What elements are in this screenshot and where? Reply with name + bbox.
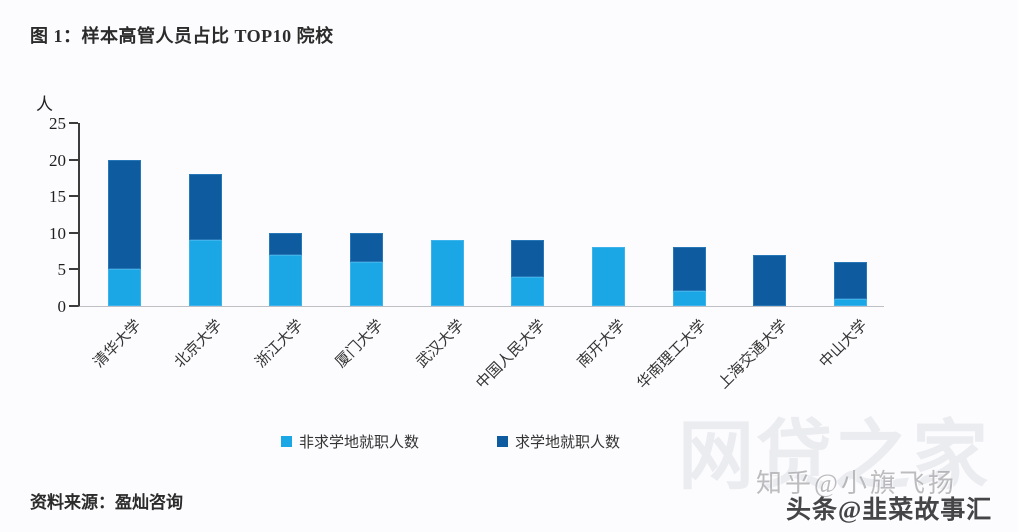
- bar-segment-non-study-location: [591, 247, 625, 306]
- bar-segment-study-location: [349, 232, 383, 263]
- bar-segment-study-location: [672, 247, 706, 292]
- data-source-note: 资料来源：盈灿咨询: [30, 493, 183, 512]
- legend-swatch-light-icon: [281, 436, 292, 447]
- bar-华南理工大学: [672, 247, 706, 306]
- bar-武汉大学: [430, 240, 464, 306]
- chart-legend: 非求学地就职人数 求学地就职人数: [281, 431, 620, 452]
- y-axis-tick-mark: [69, 158, 78, 161]
- legend-label-dark: 求学地就职人数: [515, 435, 621, 451]
- bar-segment-non-study-location: [511, 276, 545, 306]
- y-axis-tick-mark: [69, 305, 78, 307]
- bar-清华大学: [108, 159, 141, 306]
- bar-segment-non-study-location: [188, 240, 222, 306]
- legend-item-light-series: 非求学地就职人数: [281, 431, 419, 452]
- y-axis-unit-label: 人: [36, 95, 53, 114]
- bar-segment-study-location: [269, 232, 303, 255]
- bar-segment-study-location: [833, 262, 867, 299]
- bar-segment-non-study-location: [430, 240, 464, 306]
- x-axis-label-武汉大学: 武汉大学: [413, 317, 468, 372]
- plot-area: 0 5 10 15 20 25 清华大学 北京大学 浙江大学 厦门大学 武汉大学 中国人民大学 南开大学…: [49, 115, 884, 392]
- watermark-toutiao: 头条@韭菜故事汇: [786, 497, 993, 524]
- y-axis-tick-label: 20: [49, 150, 66, 170]
- bar-segment-non-study-location: [672, 291, 706, 306]
- y-axis-tick-label: 25: [49, 114, 66, 133]
- bar-segment-non-study-location: [108, 269, 141, 306]
- bar-segment-non-study-location: [833, 298, 867, 306]
- x-axis-label-中国人民大学: 中国人民大学: [473, 317, 549, 393]
- y-axis-tick-label: 0: [57, 297, 67, 316]
- x-axis-label-北京大学: 北京大学: [172, 317, 226, 372]
- bar-中山大学: [833, 262, 867, 306]
- x-axis-label-上海交通大学: 上海交通大学: [715, 317, 791, 393]
- x-axis-label-南开大学: 南开大学: [575, 317, 630, 372]
- figure-title: 图 1：样本高管人员占比 TOP10 院校: [30, 26, 334, 46]
- x-axis-label-中山大学: 中山大学: [817, 317, 872, 372]
- bar-浙江大学: [269, 232, 303, 306]
- bar-中国人民大学: [511, 240, 545, 306]
- bar-segment-study-location: [188, 174, 222, 241]
- y-axis-tick-mark: [69, 268, 78, 271]
- x-axis-label-清华大学: 清华大学: [91, 317, 146, 372]
- legend-swatch-dark-icon: [497, 436, 509, 447]
- watermark-wdzj: 网贷之家: [678, 415, 990, 499]
- y-axis-tick-label: 5: [57, 260, 67, 280]
- bar-上海交通大学: [753, 254, 787, 306]
- x-axis-label-浙江大学: 浙江大学: [252, 317, 307, 372]
- bar-厦门大学: [349, 232, 383, 306]
- bar-segment-non-study-location: [349, 262, 383, 306]
- bar-segment-study-location: [511, 240, 545, 277]
- legend-item-dark-series: 求学地就职人数: [497, 431, 620, 452]
- y-axis-tick-mark: [69, 231, 78, 234]
- y-axis-tick-label: 10: [49, 223, 66, 243]
- y-axis-tick-mark: [69, 122, 78, 124]
- y-axis-tick-mark: [69, 195, 78, 198]
- watermark-zhihu: 知乎@小旗飞扬: [756, 469, 957, 498]
- bar-北京大学: [188, 174, 222, 306]
- bar-segment-study-location: [753, 254, 787, 306]
- x-axis-label-华南理工大学: 华南理工大学: [634, 317, 710, 393]
- legend-label-light: 非求学地就职人数: [299, 435, 420, 451]
- x-axis-label-厦门大学: 厦门大学: [333, 317, 388, 372]
- bar-segment-non-study-location: [269, 254, 303, 306]
- y-axis-tick-label: 15: [49, 187, 66, 207]
- bar-segment-study-location: [108, 159, 141, 270]
- bar-南开大学: [591, 247, 625, 306]
